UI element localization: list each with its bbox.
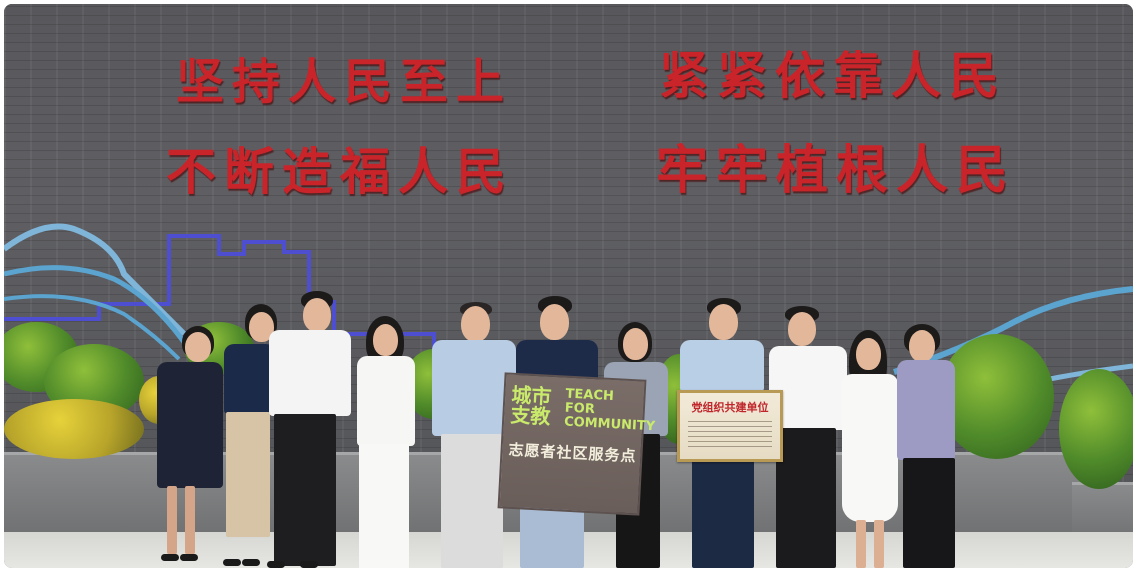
wave-line-3 [4,294,181,361]
slogan-line1-left: 坚持人民至上 [176,54,513,110]
sign-logo: 城市支教 [509,382,553,429]
skyline-outline [4,234,436,349]
photo-frame: 坚持人民至上 紧紧依靠人民 不断造福人民 牢牢植根人民 [4,4,1133,568]
slogan-line1-right: 紧紧依靠人民 [659,46,1007,105]
slogan-line2-right: 牢牢植根人民 [656,140,1017,201]
wave-line-1 [4,223,187,337]
sign-service-text: 志愿者社区服务点 [508,440,637,466]
bush-yellow [4,399,144,459]
wave-line-right [893,286,1133,375]
plaque-small-text [688,421,772,449]
wave-line-2 [4,265,192,351]
sign-english-text: TEACH FOR COMMUNITY [563,386,656,435]
planter-left [4,452,139,541]
volunteer-service-sign: 城市支教 TEACH FOR COMMUNITY 志愿者社区服务点 [497,372,656,516]
bush [939,334,1054,459]
bush [1059,369,1133,489]
plaque-title: 党组织共建单位 [691,401,769,414]
party-cooperation-plaque: 党组织共建单位 [677,390,783,462]
slogan-line2-left: 不断造福人民 [166,142,514,201]
